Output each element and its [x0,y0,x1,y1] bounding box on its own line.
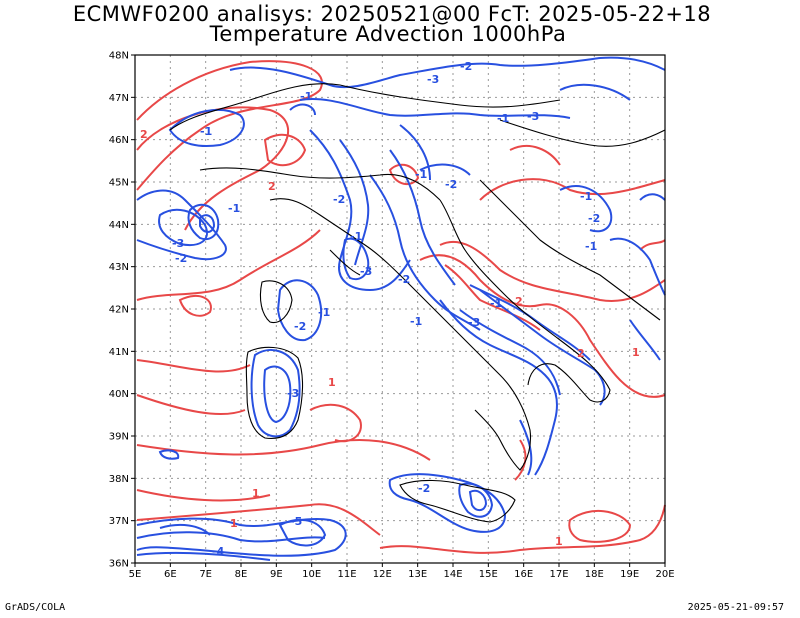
lat-tick-label: 48N [109,51,129,62]
lat-tick-label: 41N [109,347,129,358]
contour-label-neg: -2 [588,212,600,225]
map-title: ECMWF0200 analisys: 20250521@00 FcT: 202… [72,2,712,26]
contour-label-pos: 1 [632,346,640,359]
contour-label-neg: -1 [415,168,427,181]
contour-label-neg: -2 [445,178,457,191]
contour-label-neg: -3 [287,387,299,400]
contour-label-pos: 1 [555,535,563,548]
lon-tick-label: 15E [479,569,498,580]
contour-label-neg: -1 [300,90,312,103]
lon-tick-label: 12E [373,569,392,580]
lon-tick-label: 7E [199,569,212,580]
positive-contours [136,60,666,554]
lat-tick-label: 36N [109,559,129,570]
lat-tick-label: 38N [109,474,129,485]
latitude-axis: 48N 47N 46N 45N 44N 43N 42N 41N 40N 39N 38N 37N 36N [109,51,135,570]
lon-tick-label: 16E [514,569,533,580]
contour-label-pos: 2 [268,180,276,193]
lon-tick-label: 5E [129,569,142,580]
contour-label-pos: 1 [252,487,260,500]
contour-label-neg: -3 [427,73,439,86]
lon-tick-label: 18E [585,569,604,580]
contour-label-neg: -1 [228,202,240,215]
lon-tick-label: 17E [549,569,568,580]
software-credit: GrADS/COLA [5,602,66,613]
grid-lines [135,55,665,563]
lat-tick-label: 42N [109,305,129,316]
lat-tick-label: 37N [109,516,129,527]
contour-label-neg: -2 [333,193,345,206]
contour-label-pos: 2 [577,347,585,360]
contour-label-neg: -2 [398,273,410,286]
coastlines [169,83,666,523]
contour-label-neg: -3 [527,110,539,123]
contour-label-neg: -3 [468,316,480,329]
lon-tick-label: 14E [443,569,462,580]
contour-label-neg: -1 [318,306,330,319]
contour-label-neg: -1 [350,230,362,243]
lat-tick-label: 39N [109,432,129,443]
contour-labels: -1 -1 -3 -2 -1 -3 -3 -2 -1 -2 -1 -2 -1 -… [140,60,640,558]
map-subtitle: Temperature Advection 1000hPa [209,22,567,46]
lat-tick-label: 44N [109,220,129,231]
contour-label-pos: 2 [140,128,148,141]
contour-label-neg: -2 [418,482,430,495]
lat-tick-label: 40N [109,389,129,400]
contour-label-pos: 1 [328,376,336,389]
lat-tick-label: 43N [109,262,129,273]
contour-label-neg: -1 [200,125,212,138]
lon-tick-label: 11E [337,569,356,580]
contour-label-neg: -1 [490,297,502,310]
contour-label-neg: -2 [294,320,306,333]
contour-label-neg: -5 [290,515,302,528]
contour-label-neg: -1 [497,112,509,125]
contour-label-neg: -1 [580,190,592,203]
lat-tick-label: 45N [109,178,129,189]
lat-tick-label: 47N [109,93,129,104]
lon-tick-label: 19E [620,569,639,580]
contour-label-neg: -3 [360,265,372,278]
contour-label-neg: -2 [460,60,472,73]
contour-label-neg: -2 [175,252,187,265]
contour-label-neg: -4 [212,545,225,558]
lon-tick-label: 20E [655,569,674,580]
lon-tick-label: 8E [235,569,248,580]
lon-tick-label: 13E [408,569,427,580]
lon-tick-label: 6E [164,569,177,580]
contour-label-pos: 1 [230,517,238,530]
lon-tick-label: 9E [270,569,283,580]
contour-label-neg: -1 [410,315,422,328]
contour-label-neg: -1 [585,240,597,253]
lon-tick-label: 10E [302,569,321,580]
longitude-axis: 5E 6E 7E 8E 9E 10E 11E 12E 13E 14E 15E 16E 17E 18E 19E… [129,563,675,580]
contour-label-pos: 2 [515,295,523,308]
render-timestamp: 2025-05-21-09:57 [687,602,784,613]
lat-tick-label: 46N [109,135,129,146]
negative-contours [136,56,666,561]
contour-label-neg: -3 [172,237,184,250]
